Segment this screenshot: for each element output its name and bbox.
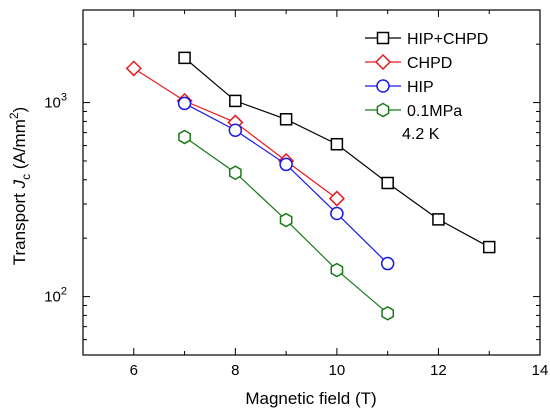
data-point (330, 262, 344, 278)
series-layer (125, 51, 496, 321)
data-point (229, 94, 242, 108)
legend-label: CHPD (407, 55, 452, 72)
legend-item: HIP+CHPD (365, 31, 488, 48)
legend-label: 0.1MPa (407, 103, 462, 120)
y-title-subscript: c (19, 174, 33, 180)
y-axis-title: Transport Jc (A/mm2) (7, 107, 33, 265)
axis-ticks (82, 9, 541, 356)
series-hip-chpd (178, 51, 496, 254)
data-point (228, 123, 243, 138)
data-point (279, 212, 293, 228)
legend: HIP+CHPD CHPD HIP 0.1MPa (365, 31, 488, 120)
y-tick-label: 103 (44, 92, 67, 112)
plot-frame (82, 9, 541, 356)
y-tick-label: 102 (44, 286, 67, 306)
data-point (432, 213, 445, 226)
legend-label: HIP+CHPD (407, 31, 488, 48)
data-point (125, 60, 142, 77)
data-point (228, 165, 242, 181)
data-point (178, 51, 191, 65)
y-title-prefix: Transport (10, 188, 29, 265)
data-point (330, 206, 344, 221)
x-tick-label: 8 (231, 362, 239, 379)
y-title-close: ) (10, 107, 29, 113)
legend-marker (376, 102, 390, 118)
y-title-suffix: (A/mm (10, 119, 29, 174)
data-point (328, 190, 345, 207)
y-tick-exponent: 2 (61, 286, 67, 298)
data-point (330, 137, 344, 151)
legend-marker (374, 53, 392, 71)
x-tick-label: 10 (329, 362, 346, 379)
data-point (177, 96, 192, 111)
x-tick-label: 6 (130, 362, 138, 379)
data-point (279, 157, 293, 172)
y-title-superscript: 2 (7, 112, 21, 119)
legend-item: CHPD (365, 53, 452, 72)
data-point (178, 129, 191, 145)
series-hip (177, 96, 395, 271)
series-0-1mpa (178, 129, 395, 321)
legend-item: HIP (365, 79, 434, 96)
x-tick-label: 12 (430, 362, 447, 379)
legend-item: 0.1MPa (365, 102, 462, 120)
legend-label: HIP (407, 79, 434, 96)
legend-marker (376, 79, 390, 93)
data-point (279, 113, 293, 126)
x-tick-label: 14 (532, 362, 549, 379)
legend-marker (376, 31, 390, 45)
y-title-italic: J (10, 179, 29, 189)
data-point (482, 240, 496, 254)
x-axis-title: Magnetic field (T) (245, 389, 376, 408)
y-tick-mantissa: 10 (44, 95, 61, 112)
data-point (380, 256, 395, 271)
y-tick-mantissa: 10 (44, 289, 61, 306)
data-point (381, 176, 394, 190)
temperature-annotation: 4.2 K (402, 126, 440, 143)
data-point (381, 305, 395, 321)
y-tick-exponent: 3 (61, 92, 67, 104)
series-line (184, 102, 389, 264)
